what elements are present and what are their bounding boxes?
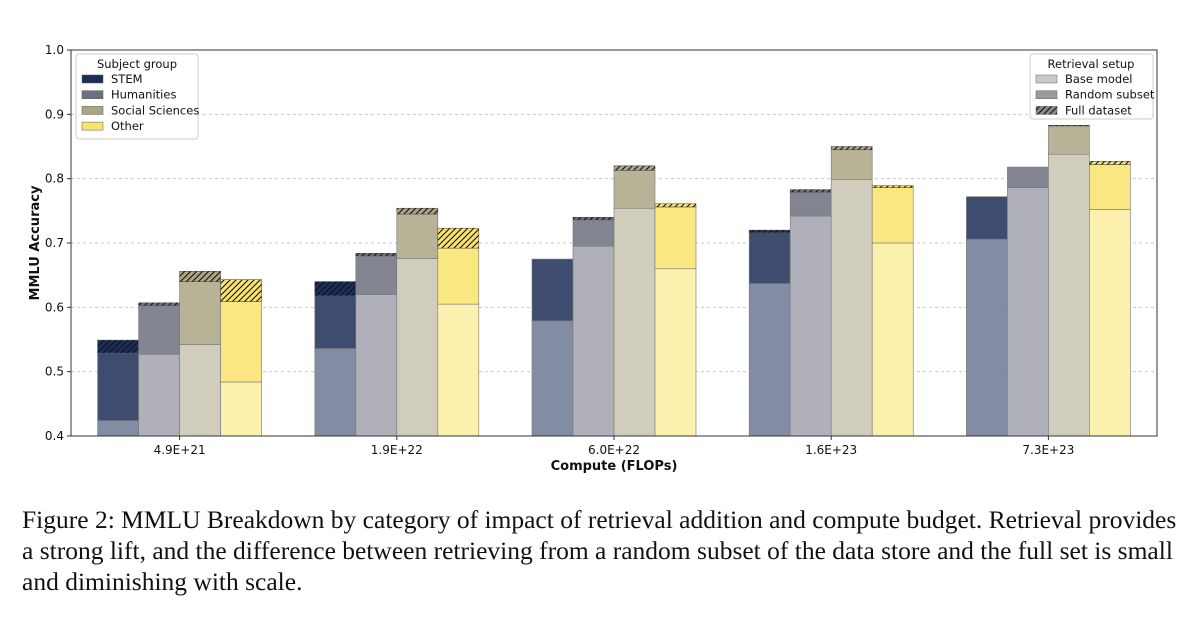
- bar-base-other: [654, 268, 697, 437]
- bar-random-social-sciences: [179, 281, 221, 345]
- legend-swatch-hatch: [1036, 106, 1057, 115]
- legend-label: Humanities: [111, 88, 176, 102]
- y-tick-label: 0.4: [45, 429, 64, 443]
- legend-label: Social Sciences: [111, 103, 199, 117]
- bar-base-humanities: [355, 294, 398, 437]
- bar-random-other: [1089, 164, 1131, 210]
- bar-random-other: [654, 206, 697, 270]
- bar-random-stem: [97, 352, 139, 421]
- bar-base-social-sciences: [1048, 153, 1090, 437]
- legend-swatch: [1035, 90, 1058, 99]
- figure-caption: Figure 2: MMLU Breakdown by category of …: [22, 505, 1177, 596]
- bar-base-other: [437, 303, 480, 437]
- bar-random-other: [871, 187, 914, 244]
- bar-full-hatch: [437, 228, 479, 249]
- x-axis-ticks: 4.9E+21 1.9E+22 6.0E+22 1.6E+23 7.3E+23: [154, 436, 1074, 457]
- bar-random-stem: [314, 295, 357, 349]
- legend-swatch: [81, 106, 104, 115]
- y-tick-label: 0.5: [45, 365, 64, 379]
- mmlu-chart: 0.4 0.5 0.6 0.7 0.8 0.9 1.0 4.9E+21 1.9E+22 6.0E…: [28, 43, 1158, 474]
- bar-base-humanities: [789, 215, 832, 437]
- y-tick-label: 0.8: [45, 172, 64, 186]
- y-tick-label: 0.6: [45, 300, 64, 314]
- bar-random-stem: [531, 258, 574, 322]
- bar-base-stem: [531, 320, 574, 437]
- bar-random-social-sciences: [1048, 125, 1090, 155]
- bar-full-hatch: [614, 165, 655, 171]
- bar-full-hatch: [179, 271, 221, 282]
- bar-random-social-sciences: [613, 170, 656, 209]
- y-tick-label: 0.7: [45, 236, 64, 250]
- legend-label: Other: [111, 119, 144, 133]
- bar-random-humanities: [789, 191, 832, 217]
- y-axis-ticks: 0.4 0.5 0.6 0.7 0.8 0.9 1.0: [45, 43, 71, 443]
- legend-label: Full dataset: [1065, 103, 1132, 117]
- bar-base-social-sciences: [830, 179, 873, 437]
- bar-base-stem: [748, 283, 791, 437]
- bar-base-social-sciences: [613, 207, 656, 437]
- x-tick-label: 1.9E+22: [371, 443, 423, 457]
- bar-random-social-sciences: [830, 149, 873, 180]
- legend-swatch: [81, 74, 104, 84]
- x-tick-label: 7.3E+23: [1022, 443, 1074, 457]
- bar-random-stem: [748, 232, 791, 284]
- legend-swatch: [81, 90, 104, 99]
- y-axis-label: MMLU Accuracy: [28, 185, 43, 300]
- bar-base-stem: [314, 348, 357, 437]
- bar-base-social-sciences: [179, 344, 221, 437]
- bar-full-hatch: [872, 185, 914, 188]
- bar-full-hatch: [97, 340, 139, 354]
- bar-full-hatch: [220, 279, 262, 302]
- bar-random-other: [220, 301, 262, 383]
- bar-random-other: [437, 247, 480, 305]
- bar-random-social-sciences: [396, 213, 439, 259]
- x-tick-label: 6.0E+22: [588, 443, 640, 457]
- retrieval-setup-legend: Retrieval setup Base model Random subsetF…: [1029, 53, 1155, 120]
- bar-base-humanities: [1007, 187, 1049, 437]
- bar-full-hatch: [138, 302, 180, 306]
- bar-random-humanities: [138, 305, 180, 355]
- bar-base-other: [871, 242, 914, 437]
- bar-random-humanities: [1007, 166, 1049, 188]
- bar-full-hatch: [573, 217, 614, 220]
- legend-label: STEM: [111, 72, 143, 86]
- bar-random-humanities: [355, 255, 398, 295]
- bar-full-hatch: [355, 253, 397, 256]
- bar-random-humanities: [572, 219, 615, 247]
- legend-swatch: [1035, 74, 1058, 84]
- bar-full-hatch: [314, 281, 356, 296]
- legend-label: Base model: [1065, 72, 1132, 86]
- legend-swatch: [81, 121, 104, 131]
- x-tick-label: 4.9E+21: [154, 443, 206, 457]
- bar-full-hatch: [831, 146, 873, 150]
- bar-full-hatch: [655, 203, 696, 207]
- subject-legend-title: Subject group: [97, 57, 177, 71]
- bars-layer: [97, 124, 1131, 437]
- bar-base-stem: [97, 420, 139, 437]
- bar-base-other: [220, 381, 262, 437]
- y-tick-label: 0.9: [45, 107, 64, 121]
- bar-full-hatch: [749, 230, 791, 233]
- bar-base-stem: [966, 238, 1008, 437]
- x-axis-label: Compute (FLOPs): [551, 459, 678, 474]
- x-tick-label: 1.6E+23: [805, 443, 857, 457]
- bar-full-hatch: [1048, 125, 1090, 126]
- bar-base-humanities: [138, 353, 180, 437]
- retrieval-legend-title: Retrieval setup: [1048, 57, 1135, 71]
- bar-full-hatch: [396, 208, 438, 215]
- bar-full-hatch: [1089, 161, 1131, 165]
- bar-base-humanities: [572, 245, 615, 437]
- bar-full-hatch: [790, 189, 832, 193]
- bar-base-social-sciences: [396, 258, 439, 437]
- y-tick-label: 1.0: [45, 43, 64, 57]
- legend-label: Random subset: [1065, 88, 1155, 102]
- bar-base-other: [1089, 209, 1131, 437]
- bar-random-stem: [966, 196, 1008, 240]
